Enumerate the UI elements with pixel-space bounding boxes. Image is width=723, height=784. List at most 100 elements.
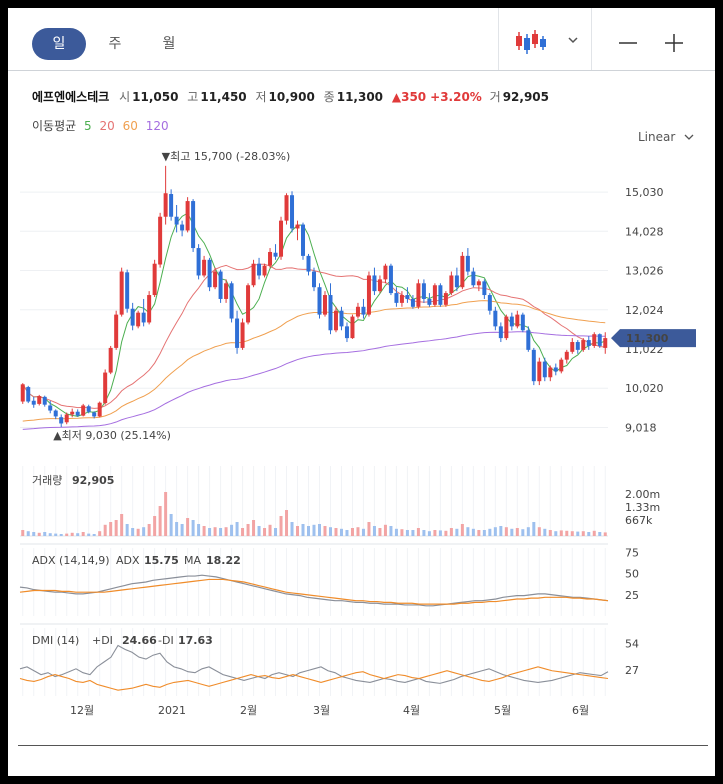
volume-bar (43, 532, 47, 536)
mdi-legend-name: -DI (158, 634, 174, 647)
ma60-line (22, 300, 606, 422)
volume-bar (252, 520, 256, 536)
zoom-in-button[interactable] (659, 28, 689, 58)
volume-bar (164, 492, 168, 536)
adx-tick-label: 25 (625, 589, 639, 602)
x-axis-label: 5월 (494, 704, 511, 717)
ma-legend-value: 18.22 (206, 554, 241, 567)
volume-bar (361, 528, 365, 536)
volume-bar (81, 532, 85, 536)
scale-label: Linear (638, 130, 676, 144)
volume-bar (175, 522, 179, 536)
candle-body (152, 263, 157, 296)
volume-bar (548, 530, 552, 536)
price-tick-label: 12,024 (625, 304, 664, 317)
candle-body (125, 272, 130, 309)
candle-body (350, 316, 355, 339)
open-value: 11,050 (132, 90, 179, 104)
volume-bar (394, 528, 398, 536)
dmi-tick-label: 54 (625, 638, 639, 651)
candle-body (405, 295, 410, 299)
candle-body (487, 295, 492, 311)
adx-legend-value: 15.75 (144, 554, 179, 567)
x-axis-label: 2월 (240, 704, 257, 717)
high-value: 11,450 (200, 90, 247, 104)
high-label: 고 (187, 90, 199, 104)
candle-body (130, 308, 135, 326)
candle-body (493, 310, 498, 327)
tab-month[interactable]: 월 (162, 36, 176, 52)
volume-bar (208, 528, 212, 536)
volume-bar (92, 534, 96, 536)
ma-20: 20 (99, 119, 115, 133)
volume-bar (504, 527, 508, 536)
dmi-tick-label: 27 (625, 664, 639, 677)
candle-body (559, 359, 564, 372)
volume-bar (559, 530, 563, 536)
high-marker-label: ▼최고 15,700 (-28.03%) (162, 150, 291, 163)
volume-bar (576, 531, 580, 536)
volume-bar (296, 526, 300, 536)
volume-bar (202, 526, 206, 536)
x-axis-label: 2021 (158, 704, 186, 717)
volume-bar (554, 531, 558, 536)
adx-title: ADX (14,14,9) (32, 554, 110, 567)
volume-bar (422, 530, 426, 536)
volume-bar (350, 528, 354, 536)
low-marker-label: ▲최저 9,030 (25.14%) (53, 429, 171, 442)
close-label: 종 (323, 90, 335, 104)
chart-type-selector[interactable] (498, 8, 592, 70)
adx-tick-label: 75 (625, 546, 639, 559)
price-tick-label: 14,028 (625, 225, 664, 238)
volume-title: 거래량 (32, 474, 62, 487)
zoom-out-button[interactable] (613, 28, 643, 58)
volume-bar (285, 510, 289, 536)
tab-day[interactable]: 일 (32, 28, 86, 60)
stock-chart[interactable]: 15,03014,02813,02612,02411,02210,0209,01… (8, 8, 715, 748)
candle-body (284, 195, 289, 221)
chevron-down-icon (568, 37, 578, 44)
dmi-title: DMI (14) (32, 634, 79, 647)
volume-bar (455, 528, 459, 536)
volume-bar (433, 530, 437, 536)
volume-bar (26, 531, 30, 536)
volume-bar (372, 526, 376, 536)
volume-bar (109, 522, 113, 536)
candle-body (191, 201, 196, 249)
volume-bar (98, 531, 102, 536)
volume-bar (312, 524, 316, 536)
volume-bar (460, 524, 464, 536)
volume-bar (76, 533, 80, 536)
candle-body (119, 271, 124, 315)
candle-body (432, 285, 437, 305)
change-pct: +3.20% (430, 90, 482, 104)
scale-selector[interactable]: Linear (638, 130, 694, 144)
volume-bar (449, 528, 453, 536)
candle-body (163, 193, 168, 217)
candle-body (465, 255, 470, 272)
ma-60: 60 (122, 119, 138, 133)
ma120-line (22, 331, 606, 430)
volume-bar (598, 532, 602, 536)
quote-line: 에프엔에스테크 시 11,050 고 11,450 저 10,900 종 11,300 … (32, 88, 554, 105)
candle-body (262, 265, 267, 276)
ma-legend: 이동평균 5 20 60 120 (32, 117, 169, 134)
candle-body (64, 414, 69, 423)
candle-body (202, 259, 207, 276)
candle-body (295, 224, 300, 229)
x-axis-label: 3월 (313, 704, 330, 717)
volume-bar (521, 529, 525, 536)
volume-bar (493, 527, 497, 536)
volume-bar (37, 532, 41, 536)
volume-bar (219, 528, 223, 536)
candle-body (421, 283, 426, 299)
low-label: 저 (255, 90, 267, 104)
volume-bar (279, 516, 283, 536)
volume-tick-label: 1.33m (625, 501, 660, 514)
tab-week[interactable]: 주 (108, 36, 122, 52)
candle-body (185, 201, 190, 231)
volume-value: 92,905 (502, 90, 550, 104)
candle-body (372, 275, 377, 292)
candle-body (103, 372, 108, 404)
candle-body (75, 411, 80, 416)
